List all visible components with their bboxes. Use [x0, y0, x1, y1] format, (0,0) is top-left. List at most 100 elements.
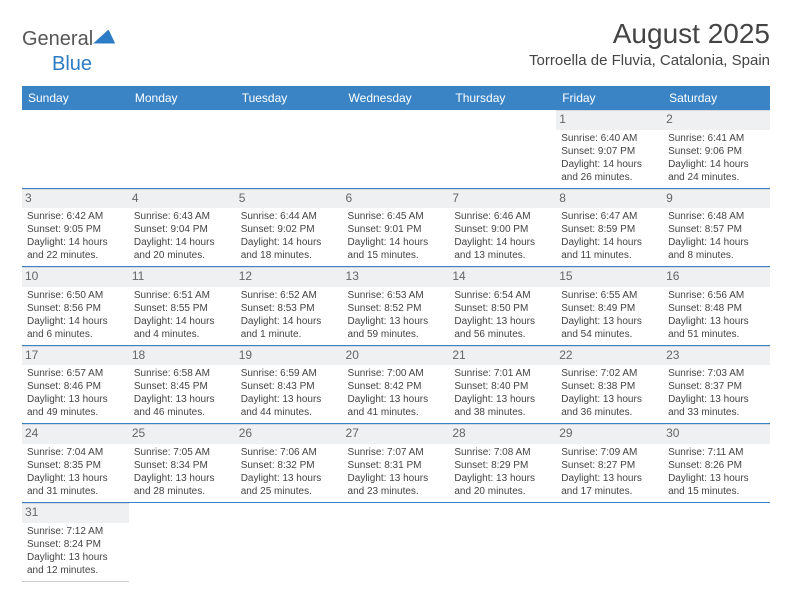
day-info: Sunset: 9:01 PM	[348, 223, 445, 236]
day-info: and 17 minutes.	[561, 485, 658, 498]
day-info: Daylight: 13 hours	[561, 393, 658, 406]
day-info: Sunrise: 6:46 AM	[454, 210, 551, 223]
day-info: Sunset: 8:34 PM	[134, 459, 231, 472]
day-info: Sunrise: 7:09 AM	[561, 446, 658, 459]
page-title: August 2025	[529, 18, 770, 50]
day-number: 14	[449, 267, 556, 287]
calendar-cell: 22Sunrise: 7:02 AMSunset: 8:38 PMDayligh…	[556, 345, 663, 424]
day-number: 4	[129, 189, 236, 209]
day-number: 11	[129, 267, 236, 287]
calendar-cell: 30Sunrise: 7:11 AMSunset: 8:26 PMDayligh…	[663, 424, 770, 503]
calendar-cell	[236, 110, 343, 188]
day-info: Daylight: 13 hours	[27, 551, 124, 564]
day-info: and 51 minutes.	[668, 328, 765, 341]
calendar-cell: 1Sunrise: 6:40 AMSunset: 9:07 PMDaylight…	[556, 110, 663, 188]
day-info: Daylight: 14 hours	[668, 236, 765, 249]
day-info: Daylight: 13 hours	[27, 472, 124, 485]
calendar-cell: 9Sunrise: 6:48 AMSunset: 8:57 PMDaylight…	[663, 188, 770, 267]
day-info: and 56 minutes.	[454, 328, 551, 341]
calendar-cell: 10Sunrise: 6:50 AMSunset: 8:56 PMDayligh…	[22, 267, 129, 346]
day-info: Sunset: 8:29 PM	[454, 459, 551, 472]
day-info: Sunrise: 7:11 AM	[668, 446, 765, 459]
day-info: Sunrise: 6:54 AM	[454, 289, 551, 302]
calendar-cell: 11Sunrise: 6:51 AMSunset: 8:55 PMDayligh…	[129, 267, 236, 346]
day-info: Sunset: 8:53 PM	[241, 302, 338, 315]
day-number: 27	[343, 424, 450, 444]
day-number: 19	[236, 346, 343, 366]
day-info: Sunrise: 6:52 AM	[241, 289, 338, 302]
day-info: Sunrise: 6:42 AM	[27, 210, 124, 223]
calendar-cell	[129, 502, 236, 581]
day-info: and 28 minutes.	[134, 485, 231, 498]
day-info: Sunset: 9:02 PM	[241, 223, 338, 236]
calendar-cell: 23Sunrise: 7:03 AMSunset: 8:37 PMDayligh…	[663, 345, 770, 424]
day-info: Daylight: 13 hours	[454, 315, 551, 328]
day-info: Sunrise: 6:41 AM	[668, 132, 765, 145]
day-number: 5	[236, 189, 343, 209]
day-number: 1	[556, 110, 663, 130]
day-info: Sunset: 8:42 PM	[348, 380, 445, 393]
day-info: Sunset: 8:46 PM	[27, 380, 124, 393]
calendar-cell	[449, 502, 556, 581]
day-info: and 33 minutes.	[668, 406, 765, 419]
day-number: 26	[236, 424, 343, 444]
calendar-cell: 2Sunrise: 6:41 AMSunset: 9:06 PMDaylight…	[663, 110, 770, 188]
calendar-cell	[556, 502, 663, 581]
calendar-cell: 20Sunrise: 7:00 AMSunset: 8:42 PMDayligh…	[343, 345, 450, 424]
calendar-cell: 25Sunrise: 7:05 AMSunset: 8:34 PMDayligh…	[129, 424, 236, 503]
day-info: Sunset: 8:48 PM	[668, 302, 765, 315]
day-number: 20	[343, 346, 450, 366]
calendar-cell: 14Sunrise: 6:54 AMSunset: 8:50 PMDayligh…	[449, 267, 556, 346]
day-info: Sunrise: 7:07 AM	[348, 446, 445, 459]
day-info: Sunset: 8:49 PM	[561, 302, 658, 315]
day-info: Daylight: 14 hours	[27, 315, 124, 328]
day-info: Sunrise: 6:45 AM	[348, 210, 445, 223]
day-number: 16	[663, 267, 770, 287]
day-info: Sunset: 8:38 PM	[561, 380, 658, 393]
day-info: Daylight: 14 hours	[668, 158, 765, 171]
day-info: Sunset: 8:52 PM	[348, 302, 445, 315]
day-info: Sunset: 9:07 PM	[561, 145, 658, 158]
day-info: Sunset: 8:37 PM	[668, 380, 765, 393]
day-number: 3	[22, 189, 129, 209]
day-info: Sunrise: 7:03 AM	[668, 367, 765, 380]
day-info: and 11 minutes.	[561, 249, 658, 262]
day-info: and 20 minutes.	[454, 485, 551, 498]
day-info: Daylight: 14 hours	[241, 315, 338, 328]
calendar-table: SundayMondayTuesdayWednesdayThursdayFrid…	[22, 86, 770, 582]
day-info: Sunrise: 7:08 AM	[454, 446, 551, 459]
day-info: Sunrise: 7:02 AM	[561, 367, 658, 380]
day-info: Sunrise: 7:04 AM	[27, 446, 124, 459]
day-number: 23	[663, 346, 770, 366]
day-number: 29	[556, 424, 663, 444]
day-info: Sunrise: 6:55 AM	[561, 289, 658, 302]
calendar-cell: 29Sunrise: 7:09 AMSunset: 8:27 PMDayligh…	[556, 424, 663, 503]
day-number: 13	[343, 267, 450, 287]
day-info: Daylight: 14 hours	[241, 236, 338, 249]
day-number: 6	[343, 189, 450, 209]
day-info: and 38 minutes.	[454, 406, 551, 419]
day-info: Sunset: 8:43 PM	[241, 380, 338, 393]
day-info: Daylight: 13 hours	[241, 393, 338, 406]
day-number: 17	[22, 346, 129, 366]
day-info: and 54 minutes.	[561, 328, 658, 341]
day-info: Sunrise: 6:59 AM	[241, 367, 338, 380]
calendar-cell: 21Sunrise: 7:01 AMSunset: 8:40 PMDayligh…	[449, 345, 556, 424]
calendar-cell: 13Sunrise: 6:53 AMSunset: 8:52 PMDayligh…	[343, 267, 450, 346]
day-info: Sunset: 9:05 PM	[27, 223, 124, 236]
day-info: Daylight: 14 hours	[27, 236, 124, 249]
day-info: Daylight: 13 hours	[454, 393, 551, 406]
day-info: and 44 minutes.	[241, 406, 338, 419]
calendar-cell: 4Sunrise: 6:43 AMSunset: 9:04 PMDaylight…	[129, 188, 236, 267]
calendar-cell: 12Sunrise: 6:52 AMSunset: 8:53 PMDayligh…	[236, 267, 343, 346]
day-info: and 13 minutes.	[454, 249, 551, 262]
day-info: Sunrise: 6:44 AM	[241, 210, 338, 223]
day-info: Sunrise: 6:50 AM	[27, 289, 124, 302]
day-info: Sunrise: 6:47 AM	[561, 210, 658, 223]
day-info: Daylight: 14 hours	[561, 158, 658, 171]
calendar-cell	[449, 110, 556, 188]
day-header: Thursday	[449, 86, 556, 110]
day-number: 18	[129, 346, 236, 366]
day-info: Daylight: 13 hours	[561, 315, 658, 328]
day-info: and 41 minutes.	[348, 406, 445, 419]
